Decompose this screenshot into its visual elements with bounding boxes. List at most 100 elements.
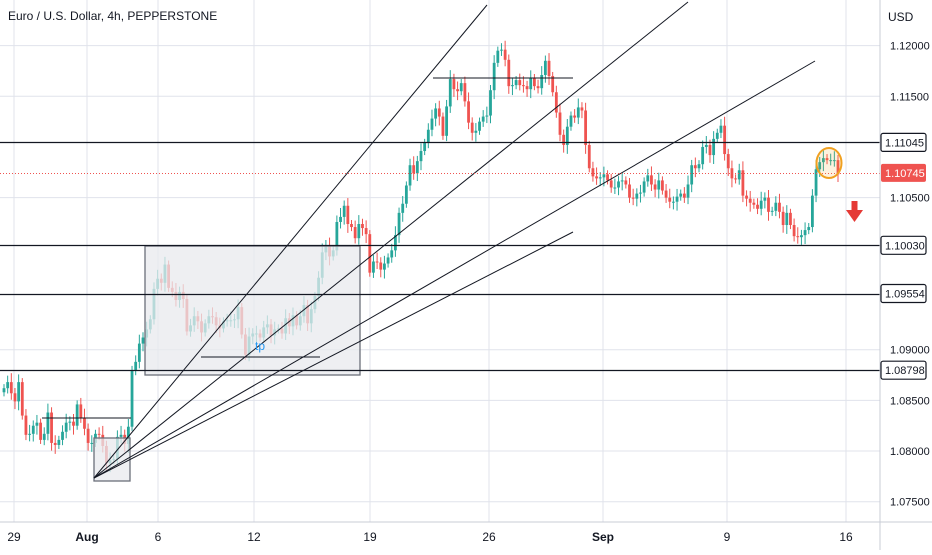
candle — [617, 176, 620, 196]
candle-body — [426, 129, 430, 143]
candle-body — [756, 204, 759, 209]
candle-body — [404, 185, 408, 204]
time-tick-label: 29 — [7, 530, 21, 544]
candle-body — [679, 193, 683, 197]
candle — [31, 420, 35, 442]
candle — [39, 418, 42, 444]
candle-body — [346, 205, 350, 225]
candle — [708, 139, 712, 163]
trendline-steep — [93, 4, 488, 479]
candle-body — [134, 361, 138, 370]
candle — [825, 154, 829, 165]
candle — [803, 222, 807, 245]
candle — [485, 106, 489, 124]
candle-body — [661, 180, 664, 191]
candle — [690, 159, 694, 193]
candle-body — [470, 122, 474, 133]
candle-body — [141, 337, 145, 344]
candle — [525, 80, 529, 97]
candle — [547, 53, 551, 85]
candle-body — [75, 404, 79, 426]
candle — [759, 191, 763, 216]
candle-body — [456, 89, 459, 92]
candle — [821, 150, 825, 172]
candle-body — [514, 80, 518, 86]
candle — [540, 66, 544, 95]
candle-body — [481, 116, 485, 122]
candle-body — [17, 382, 21, 402]
candle-body — [496, 50, 500, 63]
candle — [423, 138, 427, 156]
candle-body — [723, 125, 727, 155]
level-badge — [880, 132, 927, 153]
candle-body — [587, 144, 591, 169]
candle — [646, 168, 650, 187]
candle-body — [372, 261, 375, 273]
candle-body — [759, 200, 763, 209]
candle — [350, 219, 353, 232]
candle-body — [467, 101, 470, 123]
candle-body — [39, 422, 42, 440]
candle — [653, 179, 657, 198]
candle — [829, 153, 833, 166]
candle — [35, 414, 39, 435]
candle — [500, 43, 503, 56]
level-badge-label: 1.11045 — [885, 137, 924, 149]
candle-body — [770, 210, 774, 212]
currency-label: USD — [888, 10, 914, 24]
candle — [682, 187, 686, 203]
candle — [584, 102, 588, 154]
candle-body — [83, 417, 86, 429]
candle — [459, 79, 463, 96]
candle — [419, 143, 423, 171]
candle-body — [357, 224, 361, 239]
candle-body — [580, 107, 584, 111]
candle — [141, 332, 145, 352]
candle — [9, 373, 13, 400]
candle — [635, 188, 639, 207]
price-axis[interactable]: 1.07500 1.08000 1.08500 1.09000 1.10500 1.115… — [890, 41, 930, 509]
candle — [832, 151, 836, 167]
candle-body — [31, 425, 35, 434]
candle — [42, 427, 46, 446]
candle-body — [609, 180, 613, 188]
candle-body — [53, 442, 57, 445]
time-tick-label: 6 — [155, 530, 162, 544]
candle-body — [814, 169, 818, 196]
candle — [342, 200, 346, 225]
candle-body — [668, 197, 672, 202]
time-axis[interactable]: 29 Aug 6 12 19 26 Sep 9 16 — [7, 530, 853, 544]
candle — [368, 230, 372, 277]
candle — [357, 215, 361, 245]
candle-body — [708, 144, 712, 156]
candle — [372, 255, 375, 278]
candle — [353, 220, 357, 244]
candle — [72, 413, 75, 435]
candle-body — [642, 181, 646, 193]
candle-body — [518, 80, 522, 86]
candle-body — [489, 90, 492, 116]
level-badge — [880, 283, 927, 304]
candle-body — [624, 180, 628, 185]
candle — [551, 71, 555, 97]
candle — [412, 156, 416, 180]
time-tick-label: Aug — [75, 530, 98, 544]
price-badges: 1.11045 1.10030 1.09554 1.08798 1.10745 — [880, 132, 927, 380]
candle-body — [478, 121, 481, 131]
candle-body — [741, 170, 745, 196]
candle — [46, 403, 50, 441]
candle — [397, 207, 401, 243]
zone-label: tp — [255, 339, 265, 353]
candle-body — [778, 202, 781, 212]
candle — [53, 435, 57, 454]
candle — [730, 160, 734, 188]
candle-body — [50, 412, 53, 443]
candle — [390, 243, 394, 263]
candle-body — [24, 415, 28, 435]
candle-body — [565, 126, 569, 145]
candle-body — [137, 343, 141, 362]
candle — [737, 163, 741, 185]
candle — [452, 73, 456, 97]
